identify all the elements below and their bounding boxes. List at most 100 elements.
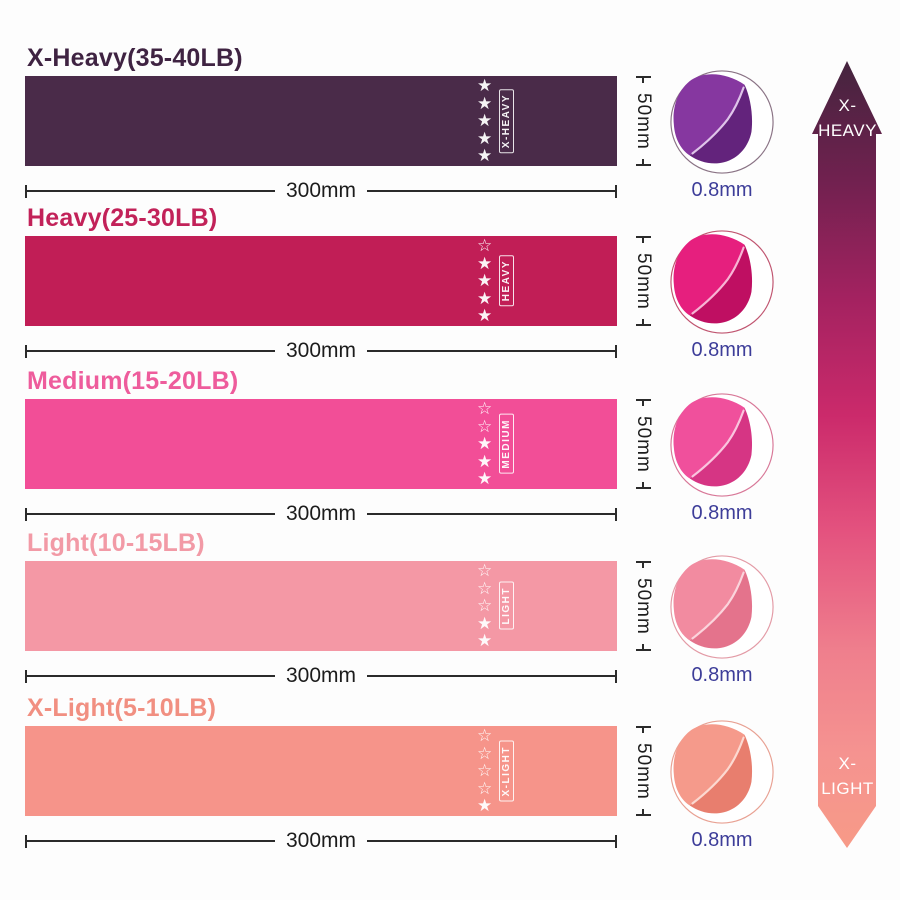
fold-detail-circle <box>670 393 774 497</box>
width-dimension-label: 300mm <box>285 502 357 525</box>
dimension-line-left <box>27 675 275 677</box>
gradient-arrow-shape <box>812 61 882 848</box>
fold-top-face <box>673 234 745 316</box>
fold-top-face <box>673 724 745 806</box>
dimension-tick-left <box>25 507 27 521</box>
dimension-tick-right <box>615 507 617 521</box>
band-tag-label: X-LIGHT <box>499 740 515 802</box>
height-dimension-label: 50mm <box>633 415 654 473</box>
band-tag-label: X-HEAVY <box>499 88 515 154</box>
height-dimension: 50mm <box>626 561 660 651</box>
band-row: Medium(15-20LB) ☆ ☆ ★ ★ ★ MEDIUM 300mm 5… <box>25 367 885 525</box>
band-tag-label: LIGHT <box>499 582 515 630</box>
band-rectangle: ☆ ☆ ☆ ☆ ★ X-LIGHT <box>25 726 617 816</box>
width-dimension: 300mm <box>25 829 617 852</box>
dimension-line-right <box>367 350 615 352</box>
width-dimension-label: 300mm <box>285 664 357 687</box>
band-marks: ★ ★ ★ ★ ★ X-HEAVY <box>477 76 515 166</box>
dimension-tick-top <box>635 561 651 568</box>
width-dimension-label: 300mm <box>285 829 357 852</box>
fold-detail-circle <box>670 555 774 659</box>
arrow-label-xheavy: X- HEAVY <box>818 96 877 140</box>
star-rating: ☆ ☆ ☆ ☆ ★ <box>477 726 493 816</box>
thickness-label: 0.8mm <box>691 339 753 361</box>
dimension-tick-bottom <box>635 643 651 651</box>
fold-edge-line <box>691 86 745 155</box>
dimension-line-right <box>367 840 615 842</box>
star-rating: ☆ ☆ ☆ ★ ★ <box>477 561 493 651</box>
width-dimension: 300mm <box>25 664 617 687</box>
dimension-tick-bottom <box>635 481 651 489</box>
width-dimension: 300mm <box>25 179 617 202</box>
band-marks: ☆ ☆ ☆ ★ ★ LIGHT <box>477 561 515 651</box>
dimension-line-right <box>367 190 615 192</box>
dimension-tick-right <box>615 834 617 848</box>
thickness-label: 0.8mm <box>691 179 753 201</box>
height-dimension-label: 50mm <box>633 577 654 635</box>
strength-gradient-arrow: X- HEAVY X- LIGHT <box>805 58 890 853</box>
fold-edge-line <box>691 571 745 640</box>
band-marks: ☆ ☆ ☆ ☆ ★ X-LIGHT <box>477 726 515 816</box>
dimension-line-left <box>27 513 275 515</box>
width-dimension: 300mm <box>25 502 617 525</box>
band-title: Heavy(25-30LB) <box>27 204 218 232</box>
width-dimension: 300mm <box>25 339 617 362</box>
band-tag-label: HEAVY <box>499 255 515 307</box>
star-rating: ★ ★ ★ ★ ★ <box>477 76 493 166</box>
band-title: X-Heavy(35-40LB) <box>27 44 243 72</box>
band-rectangle: ☆ ☆ ☆ ★ ★ LIGHT <box>25 561 617 651</box>
fold-detail-circle <box>670 230 774 334</box>
thickness-label: 0.8mm <box>691 829 753 851</box>
fold-edge-line <box>691 246 745 315</box>
height-dimension-label: 50mm <box>633 742 654 800</box>
fold-detail-circle <box>670 70 774 174</box>
dimension-line-left <box>27 840 275 842</box>
dimension-tick-left <box>25 669 27 683</box>
thickness-label: 0.8mm <box>691 664 753 686</box>
fold-edge-line <box>691 409 745 478</box>
star-rating: ☆ ★ ★ ★ ★ <box>477 236 493 326</box>
band-rectangle: ☆ ☆ ★ ★ ★ MEDIUM <box>25 399 617 489</box>
dimension-line-right <box>367 513 615 515</box>
width-dimension-label: 300mm <box>285 339 357 362</box>
width-dimension-label: 300mm <box>285 179 357 202</box>
dimension-line-left <box>27 350 275 352</box>
band-row: X-Heavy(35-40LB) ★ ★ ★ ★ ★ X-HEAVY 300mm… <box>25 44 885 202</box>
dimension-tick-left <box>25 344 27 358</box>
height-dimension: 50mm <box>626 76 660 166</box>
band-row: X-Light(5-10LB) ☆ ☆ ☆ ☆ ★ X-LIGHT 300mm … <box>25 694 885 852</box>
band-row: Heavy(25-30LB) ☆ ★ ★ ★ ★ HEAVY 300mm 50m… <box>25 204 885 362</box>
dimension-tick-right <box>615 344 617 358</box>
band-title: Light(10-15LB) <box>27 529 205 557</box>
band-rectangle: ☆ ★ ★ ★ ★ HEAVY <box>25 236 617 326</box>
height-dimension-label: 50mm <box>633 92 654 150</box>
band-row: Light(10-15LB) ☆ ☆ ☆ ★ ★ LIGHT 300mm 50m… <box>25 529 885 687</box>
band-marks: ☆ ★ ★ ★ ★ HEAVY <box>477 236 515 326</box>
dimension-tick-top <box>635 76 651 83</box>
dimension-tick-top <box>635 726 651 733</box>
dimension-tick-bottom <box>635 318 651 326</box>
dimension-tick-top <box>635 399 651 406</box>
fold-detail-circle <box>670 720 774 824</box>
dimension-line-left <box>27 190 275 192</box>
band-tag-label: MEDIUM <box>499 414 515 474</box>
thickness-label: 0.8mm <box>691 502 753 524</box>
dimension-line-right <box>367 675 615 677</box>
arrow-label-xlight: X- LIGHT <box>821 754 874 798</box>
band-title: X-Light(5-10LB) <box>27 694 217 722</box>
fold-edge-line <box>691 736 745 805</box>
band-rectangle: ★ ★ ★ ★ ★ X-HEAVY <box>25 76 617 166</box>
height-dimension-label: 50mm <box>633 252 654 310</box>
fold-top-face <box>673 559 745 641</box>
dimension-tick-top <box>635 236 651 243</box>
dimension-tick-right <box>615 669 617 683</box>
dimension-tick-bottom <box>635 158 651 166</box>
height-dimension: 50mm <box>626 726 660 816</box>
height-dimension: 50mm <box>626 399 660 489</box>
height-dimension: 50mm <box>626 236 660 326</box>
dimension-tick-left <box>25 184 27 198</box>
band-marks: ☆ ☆ ★ ★ ★ MEDIUM <box>477 399 515 489</box>
dimension-tick-right <box>615 184 617 198</box>
band-title: Medium(15-20LB) <box>27 367 239 395</box>
